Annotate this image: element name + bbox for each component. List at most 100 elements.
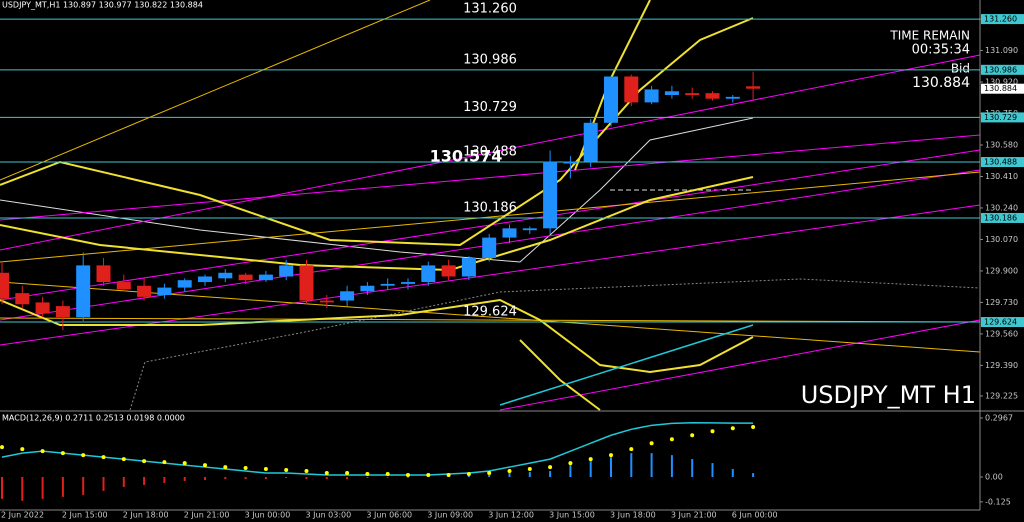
histogram-bar: [183, 477, 186, 481]
signal-dot: [162, 460, 167, 465]
candle-body: [441, 265, 456, 277]
level-box-label: 131.260: [984, 15, 1017, 24]
histogram-bar: [650, 453, 653, 478]
histogram-bar: [61, 477, 64, 497]
histogram-bar: [122, 477, 125, 487]
candle-body: [299, 265, 314, 301]
level-box: [981, 157, 1024, 168]
histogram-bar: [143, 477, 146, 485]
histogram-bar: [508, 473, 511, 478]
y-tick-label: 129.390: [985, 361, 1018, 370]
histogram-bar: [163, 477, 166, 483]
candle-body: [543, 161, 558, 229]
y-tick-label: 129.730: [985, 298, 1018, 307]
x-tick-label: 3 Jun 03:00: [306, 511, 352, 520]
signal-dot: [20, 447, 25, 452]
chart-title: USDJPY_MT,H1 130.897 130.977 130.822 130…: [2, 1, 203, 10]
candle-body: [238, 274, 253, 281]
x-tick-label: 3 Jun 15:00: [549, 511, 595, 520]
signal-dot: [426, 473, 431, 478]
candle-body: [604, 76, 618, 123]
histogram-bar: [752, 473, 755, 478]
candle-body: [279, 265, 294, 277]
bid-box: [981, 83, 1024, 94]
signal-dot: [263, 467, 268, 472]
histogram-bar: [589, 461, 592, 478]
candle-body: [360, 285, 375, 292]
candle-body: [705, 93, 720, 99]
candle-body: [583, 122, 598, 162]
candle-body: [522, 228, 537, 231]
signal-dot: [730, 426, 735, 431]
level-box: [981, 64, 1024, 75]
y-tick-label: 129.225: [985, 391, 1018, 400]
macd-line: [1, 421, 754, 476]
histogram-bar: [305, 477, 308, 479]
y-tick-label: 131.090: [985, 46, 1018, 55]
level-box-label: 130.186: [984, 213, 1017, 222]
signal-dot: [203, 463, 207, 468]
histogram-bar: [731, 469, 734, 478]
y-tick-label: 0.2967: [985, 414, 1013, 423]
time-remain: 00:35:34: [912, 43, 970, 58]
signal-dot: [446, 473, 451, 478]
x-tick-label: 2 Jun 2022: [1, 511, 44, 520]
x-tick-label: 3 Jun 12:00: [488, 511, 534, 520]
histogram-bar: [670, 455, 673, 478]
histogram-bar: [467, 476, 470, 478]
signal-dot: [324, 471, 329, 476]
signal-dot: [385, 472, 390, 477]
level-label: 129.624: [463, 305, 517, 320]
x-tick-label: 3 Jun 09:00: [427, 511, 473, 520]
signal-dot: [507, 469, 512, 474]
candle-body: [0, 272, 9, 299]
x-tick-label: 3 Jun 18:00: [610, 511, 656, 520]
level-label: 130.986: [463, 52, 517, 67]
signal-dot: [0, 445, 4, 450]
histogram-bar: [244, 477, 247, 479]
bid-label: Bid: [951, 62, 970, 76]
signal-dot: [629, 447, 634, 452]
histogram-bar: [346, 477, 349, 479]
candle-body: [15, 293, 30, 305]
level-box-label: 130.729: [984, 113, 1017, 122]
histogram-bar: [1, 477, 3, 499]
y-tick-label: 130.580: [985, 141, 1018, 150]
candle-body: [380, 283, 395, 286]
signal-dot: [710, 429, 715, 434]
level-box: [981, 14, 1024, 25]
histogram-bar: [386, 477, 389, 478]
histogram-bar: [711, 463, 714, 478]
signal-dot: [345, 471, 350, 476]
candle-body: [55, 306, 70, 318]
bid-value: 130.884: [912, 75, 970, 91]
candle-body: [421, 265, 436, 283]
candle-body: [35, 302, 50, 314]
level-label: 130.729: [463, 100, 517, 115]
histogram-bar: [264, 477, 267, 479]
signal-dot: [568, 461, 573, 466]
histogram-bar: [325, 477, 328, 479]
histogram-bar: [21, 477, 24, 501]
indicator-line: [0, 117, 754, 263]
indicator-line: [499, 324, 754, 406]
bid-box-label: 130.884: [984, 84, 1017, 93]
signal-dot: [121, 457, 126, 462]
signal-dot: [81, 453, 86, 458]
signal-dot: [101, 455, 106, 460]
y-tick-label: -0.125: [985, 497, 1011, 506]
signal-dot: [142, 459, 147, 464]
signal-dot: [527, 467, 532, 472]
x-tick-label: 2 Jun 18:00: [123, 511, 169, 520]
candle-body: [624, 76, 639, 103]
signal-dot: [40, 449, 45, 454]
level-box-label: 130.986: [984, 65, 1017, 74]
y-tick-label: 0.00: [985, 473, 1003, 482]
candle-body: [644, 89, 659, 103]
signal-dot: [284, 468, 289, 473]
signal-dot: [690, 433, 695, 438]
histogram-bar: [82, 477, 85, 495]
histogram-bar: [488, 475, 491, 478]
candle-body: [725, 96, 740, 99]
watermark: USDJPY_MT H1: [801, 381, 976, 409]
